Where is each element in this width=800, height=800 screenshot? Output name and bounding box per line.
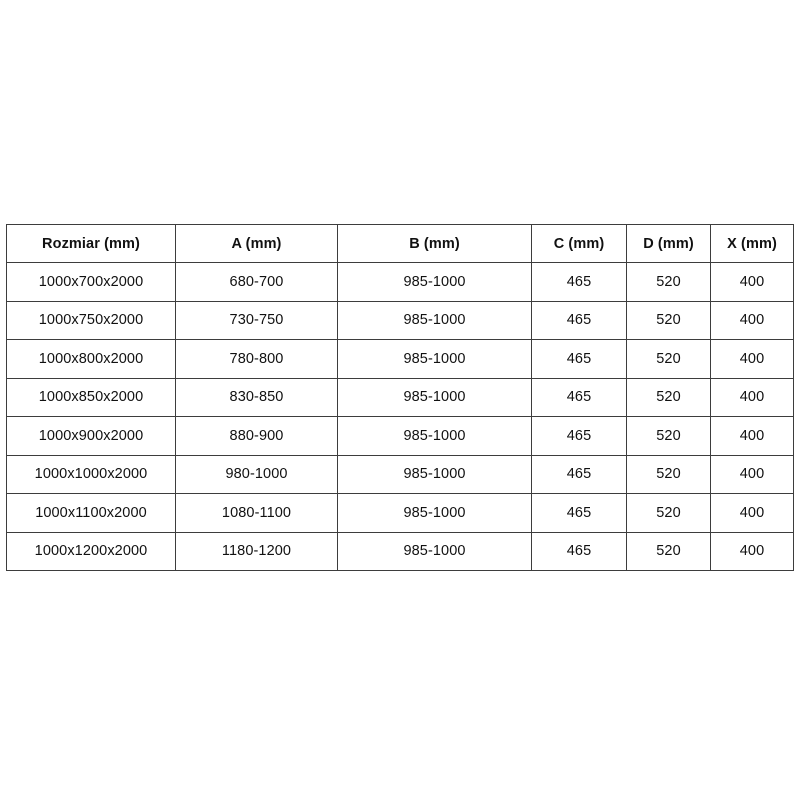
cell-c: 465	[531, 416, 627, 456]
column-header-d: D (mm)	[626, 224, 711, 263]
cell-d: 520	[626, 339, 711, 379]
cell-c: 465	[531, 531, 627, 571]
cell-a: 830-850	[175, 377, 338, 417]
specification-table-container: Rozmiar (mm) A (mm) B (mm) C (mm) D (mm)…	[6, 224, 794, 571]
cell-b: 985-1000	[337, 493, 532, 533]
table-row: 1000x1200x2000 1180-1200 985-1000 465 520 400	[6, 531, 794, 571]
cell-size: 1000x900x2000	[6, 416, 176, 456]
cell-b: 985-1000	[337, 416, 532, 456]
cell-d: 520	[626, 300, 711, 340]
column-header-x: X (mm)	[710, 224, 794, 263]
cell-b: 985-1000	[337, 339, 532, 379]
cell-x: 400	[710, 377, 794, 417]
cell-a: 880-900	[175, 416, 338, 456]
cell-size: 1000x1000x2000	[6, 454, 176, 494]
cell-b: 985-1000	[337, 300, 532, 340]
table-row: 1000x900x2000 880-900 985-1000 465 520 400	[6, 416, 794, 456]
cell-b: 985-1000	[337, 262, 532, 302]
cell-a: 680-700	[175, 262, 338, 302]
cell-c: 465	[531, 262, 627, 302]
cell-d: 520	[626, 531, 711, 571]
column-header-a: A (mm)	[175, 224, 338, 263]
cell-b: 985-1000	[337, 531, 532, 571]
cell-x: 400	[710, 416, 794, 456]
cell-size: 1000x1100x2000	[6, 493, 176, 533]
column-header-c: C (mm)	[531, 224, 627, 263]
cell-a: 1180-1200	[175, 531, 338, 571]
cell-x: 400	[710, 493, 794, 533]
cell-x: 400	[710, 454, 794, 494]
table-row: 1000x1100x2000 1080-1100 985-1000 465 520 400	[6, 493, 794, 533]
cell-size: 1000x700x2000	[6, 262, 176, 302]
cell-d: 520	[626, 416, 711, 456]
cell-c: 465	[531, 493, 627, 533]
table-header-row: Rozmiar (mm) A (mm) B (mm) C (mm) D (mm)…	[6, 224, 794, 263]
cell-x: 400	[710, 339, 794, 379]
cell-d: 520	[626, 377, 711, 417]
cell-a: 1080-1100	[175, 493, 338, 533]
cell-size: 1000x800x2000	[6, 339, 176, 379]
cell-c: 465	[531, 339, 627, 379]
specification-table: Rozmiar (mm) A (mm) B (mm) C (mm) D (mm)…	[6, 224, 794, 571]
cell-d: 520	[626, 454, 711, 494]
table-row: 1000x800x2000 780-800 985-1000 465 520 400	[6, 339, 794, 379]
table-body: 1000x700x2000 680-700 985-1000 465 520 400 100…	[6, 262, 794, 571]
column-header-b: B (mm)	[337, 224, 532, 263]
cell-c: 465	[531, 300, 627, 340]
cell-a: 730-750	[175, 300, 338, 340]
cell-size: 1000x1200x2000	[6, 531, 176, 571]
cell-d: 520	[626, 493, 711, 533]
cell-x: 400	[710, 300, 794, 340]
table-row: 1000x700x2000 680-700 985-1000 465 520 400	[6, 262, 794, 302]
column-header-size: Rozmiar (mm)	[6, 224, 176, 263]
cell-b: 985-1000	[337, 377, 532, 417]
table-row: 1000x1000x2000 980-1000 985-1000 465 520 400	[6, 454, 794, 494]
cell-a: 780-800	[175, 339, 338, 379]
table-row: 1000x850x2000 830-850 985-1000 465 520 400	[6, 377, 794, 417]
cell-d: 520	[626, 262, 711, 302]
cell-c: 465	[531, 454, 627, 494]
cell-a: 980-1000	[175, 454, 338, 494]
cell-c: 465	[531, 377, 627, 417]
cell-size: 1000x850x2000	[6, 377, 176, 417]
cell-x: 400	[710, 531, 794, 571]
cell-size: 1000x750x2000	[6, 300, 176, 340]
table-row: 1000x750x2000 730-750 985-1000 465 520 400	[6, 300, 794, 340]
cell-x: 400	[710, 262, 794, 302]
cell-b: 985-1000	[337, 454, 532, 494]
